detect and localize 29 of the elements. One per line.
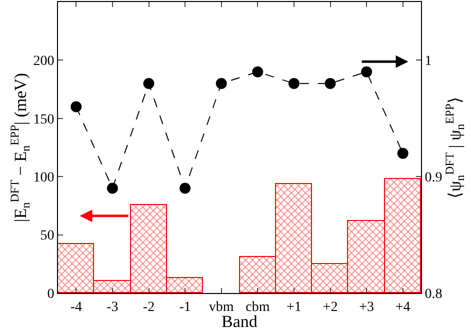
y-tick-label: 0 <box>47 286 54 302</box>
point <box>70 101 82 112</box>
x-tick-label: -2 <box>142 300 155 315</box>
point <box>397 148 408 159</box>
x-tick-label: +2 <box>322 300 338 315</box>
x-tick-label: +3 <box>359 300 374 315</box>
y-tick-label: 200 <box>33 54 54 70</box>
y-tick-label: 150 <box>33 112 54 128</box>
x-tick-label: vbm <box>208 300 234 315</box>
point <box>216 78 227 89</box>
x-tick-label: cbm <box>246 300 270 315</box>
x-tick-label: +1 <box>286 300 302 315</box>
y2-tick-label: 1 <box>424 54 432 70</box>
point <box>324 78 336 89</box>
point <box>143 78 154 89</box>
x-tick-label: -4 <box>70 300 82 315</box>
x-axis-title: Band <box>222 312 258 331</box>
point <box>252 66 264 78</box>
y2-tick-label: 0.8 <box>424 286 442 302</box>
point <box>288 78 300 89</box>
y2-tick-label: 0.9 <box>424 170 442 186</box>
x-tick-label: +4 <box>395 300 410 315</box>
y-tick-label: 100 <box>33 170 54 186</box>
point <box>180 182 191 194</box>
point <box>106 182 118 194</box>
x-tick-label: -1 <box>179 300 191 315</box>
y-tick-label: 50 <box>40 228 54 244</box>
x-tick-label: -3 <box>106 300 118 315</box>
point <box>361 66 372 78</box>
